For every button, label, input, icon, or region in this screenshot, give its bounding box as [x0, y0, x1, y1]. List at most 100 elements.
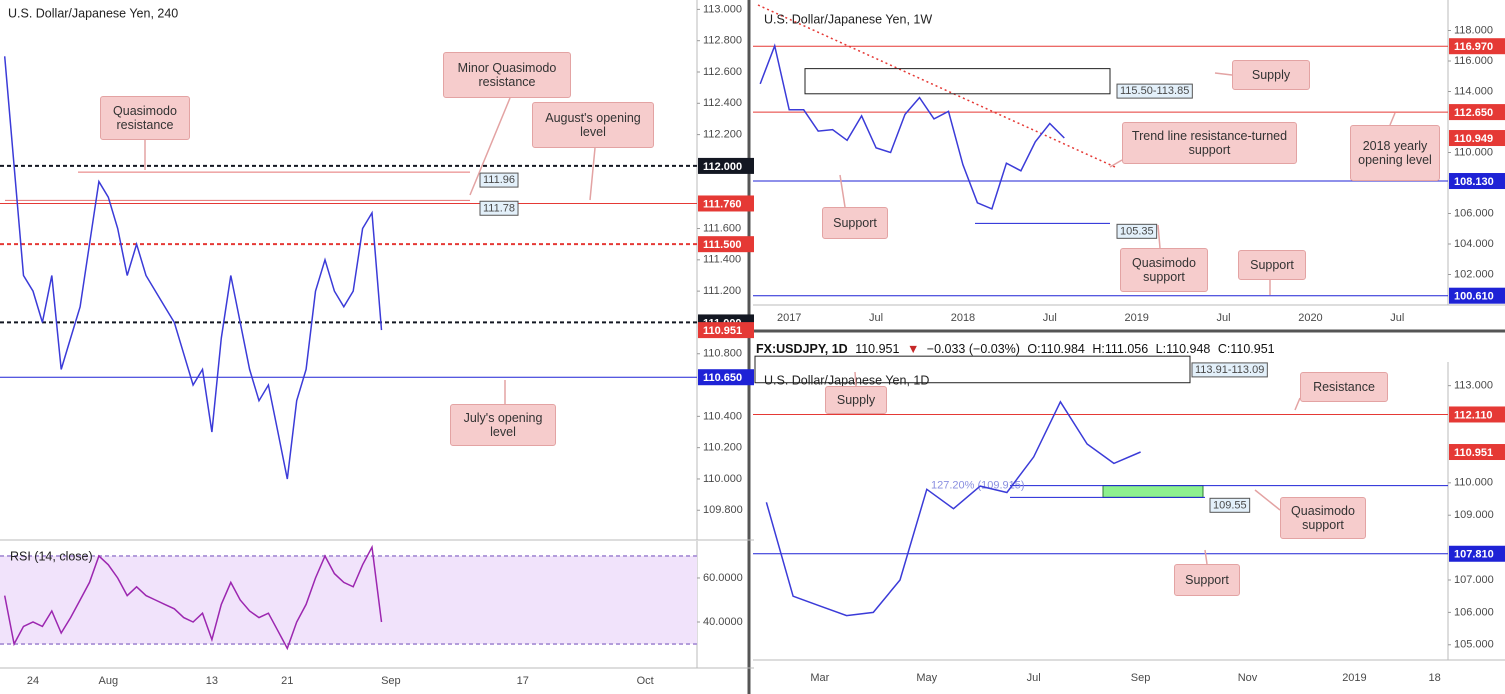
annotation: Support [822, 207, 888, 239]
price-line [3, 544, 383, 651]
y-tick-label: 112.600 [703, 66, 742, 78]
x-tick-label: Nov [1238, 672, 1258, 684]
y-tick-label: 110.400 [703, 410, 742, 422]
y-tick-label: 111.600 [703, 222, 741, 234]
marker-label: 111.96 [483, 174, 515, 186]
x-tick-label: Sep [1131, 672, 1151, 684]
y-tick-label: 104.000 [1454, 238, 1494, 250]
price-label: 110.650 [703, 372, 742, 384]
change-arrow: ▼ [906, 342, 920, 356]
y-tick-label: 110.000 [1454, 146, 1493, 158]
price-label: 111.500 [703, 239, 742, 251]
y-tick-label: 110.000 [1454, 477, 1493, 489]
zone-label: 113.91-113.09 [1195, 364, 1264, 376]
y-tick-label: 113.000 [703, 3, 742, 15]
annotation: Resistance [1300, 372, 1388, 402]
y-tick-label: 110.800 [703, 348, 742, 360]
label-box [479, 200, 519, 216]
zone [804, 68, 1111, 95]
annotation: Supply [825, 386, 887, 414]
zone [754, 355, 1191, 384]
price-label-box [698, 369, 754, 386]
y-tick-label: 107.000 [1454, 574, 1494, 586]
callout-pointer [1214, 72, 1233, 76]
price-label-box [1449, 38, 1505, 55]
y-tick-label: 111.200 [703, 285, 741, 297]
chart-title: RSI (14, close) [10, 549, 93, 563]
price-label-box [698, 157, 754, 174]
price-label: 112.650 [1454, 107, 1493, 119]
low: L:110.948 [1155, 342, 1211, 356]
x-tick-label: 24 [27, 675, 39, 687]
y-tick-label: 109.000 [1454, 509, 1494, 521]
price-label-box [1449, 173, 1505, 190]
x-tick-label: 17 [517, 675, 529, 687]
x-tick-label: 2018 [951, 312, 975, 324]
price-label-box [1449, 545, 1505, 562]
symbol: FX:USDJPY, 1D [756, 342, 848, 356]
x-tick-label: May [916, 672, 937, 684]
label-box [1209, 497, 1251, 513]
marker-label: 105.35 [1120, 225, 1154, 237]
label-box [1191, 362, 1268, 378]
y-tick-label: 60.0000 [703, 572, 743, 584]
x-tick-label: 13 [206, 675, 218, 687]
x-tick-label: 21 [281, 675, 293, 687]
marker-label: 127.20% (109.915) [931, 479, 1025, 491]
change: −0.033 (−0.03%) [926, 342, 1020, 356]
x-tick-label: Sep [381, 675, 401, 687]
annotation: Quasimodo resistance [100, 96, 190, 140]
y-tick-label: 112.400 [703, 97, 742, 109]
price-label-box [1449, 406, 1505, 423]
label-box [1116, 223, 1158, 239]
price-label: 100.610 [1454, 291, 1494, 303]
x-tick-label: Mar [810, 672, 829, 684]
annotation: Minor Quasimodo resistance [443, 52, 571, 98]
annotation: 2018 yearly opening level [1350, 125, 1440, 181]
price-label: 110.949 [1454, 133, 1493, 145]
label-box [1116, 83, 1193, 99]
x-tick-label: Oct [637, 675, 654, 687]
callout-pointer [1109, 159, 1123, 168]
x-tick-label: 2020 [1298, 312, 1322, 324]
y-tick-label: 118.000 [1454, 24, 1493, 36]
price-label-box [698, 195, 754, 212]
price-line [3, 56, 383, 480]
zone [1102, 485, 1204, 498]
chart-title: U.S. Dollar/Japanese Yen, 1D [764, 373, 929, 387]
y-tick-label: 116.000 [1454, 55, 1493, 67]
annotation: Supply [1232, 60, 1310, 90]
y-tick-label: 110.000 [703, 473, 742, 485]
y-tick-label: 113.000 [1454, 380, 1493, 392]
callout-pointer [589, 147, 596, 201]
marker-label: 109.55 [1213, 499, 1247, 511]
callout-pointer [839, 174, 846, 208]
callout-pointer [854, 371, 857, 387]
price-line [765, 400, 1141, 617]
trend-line [757, 4, 1116, 168]
price-label: 112.110 [1454, 409, 1493, 421]
y-tick-label: 112.800 [703, 35, 742, 47]
callout-pointer [1389, 112, 1396, 126]
price-label: 110.951 [1454, 447, 1493, 459]
x-tick-label: Jul [1390, 312, 1404, 324]
x-tick-label: Jul [869, 312, 883, 324]
price-label: 108.130 [1454, 176, 1494, 188]
zone-label: 115.50-113.85 [1120, 85, 1189, 97]
y-tick-label: 114.000 [1454, 85, 1493, 97]
y-tick-label: 106.000 [1454, 207, 1494, 219]
high: H:111.056 [1092, 342, 1149, 356]
label-box [479, 172, 519, 188]
annotation: Trend line resistance-turned support [1122, 122, 1297, 164]
x-tick-label: Jul [1043, 312, 1057, 324]
y-tick-label: 109.800 [703, 504, 743, 516]
price-label-box [1449, 287, 1505, 304]
x-tick-label: 2019 [1124, 312, 1148, 324]
y-tick-label: 112.200 [703, 129, 742, 141]
callout-pointer [1157, 224, 1161, 249]
x-tick-label: Jul [1217, 312, 1231, 324]
price-label: 110.951 [703, 325, 742, 337]
price-label: 107.810 [1454, 549, 1494, 561]
price-label: 112.000 [703, 161, 742, 173]
